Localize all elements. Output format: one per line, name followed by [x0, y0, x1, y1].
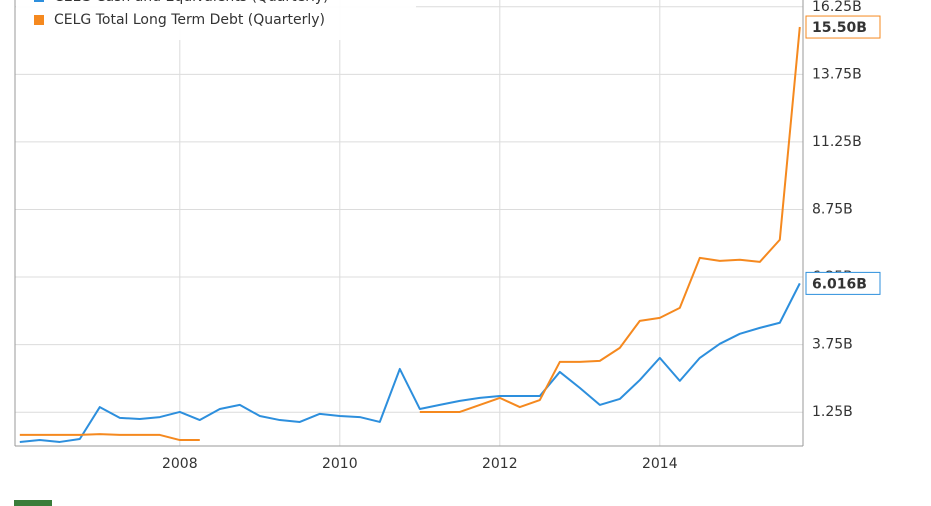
x-tick-label: 2008 — [162, 456, 198, 472]
y-tick-label: 11.25B — [812, 134, 862, 150]
x-tick-label: 2010 — [322, 456, 358, 472]
y-tick-label: 1.25B — [812, 404, 853, 420]
series-line — [19, 26, 801, 442]
legend-box — [16, 0, 416, 40]
value-label: 6.016B — [812, 276, 867, 292]
legend-label: CELG Total Long Term Debt (Quarterly) — [54, 12, 325, 28]
series-line — [19, 282, 801, 443]
y-tick-label: 8.75B — [812, 201, 853, 217]
legend-swatch — [34, 0, 44, 2]
legend-swatch — [34, 15, 44, 25]
logo — [14, 500, 52, 506]
value-label-box — [805, 271, 881, 295]
x-tick-label: 2012 — [482, 456, 518, 472]
legend-label: CELG Cash and Equivalents (Quarterly) — [54, 0, 329, 5]
y-tick-label: 3.75B — [812, 337, 853, 353]
y-tick-label: 13.75B — [812, 66, 862, 82]
value-label: 15.50B — [812, 20, 867, 36]
value-label-box — [805, 15, 881, 39]
y-tick-label: 16.25B — [812, 0, 862, 15]
x-tick-label: 2014 — [642, 456, 678, 472]
